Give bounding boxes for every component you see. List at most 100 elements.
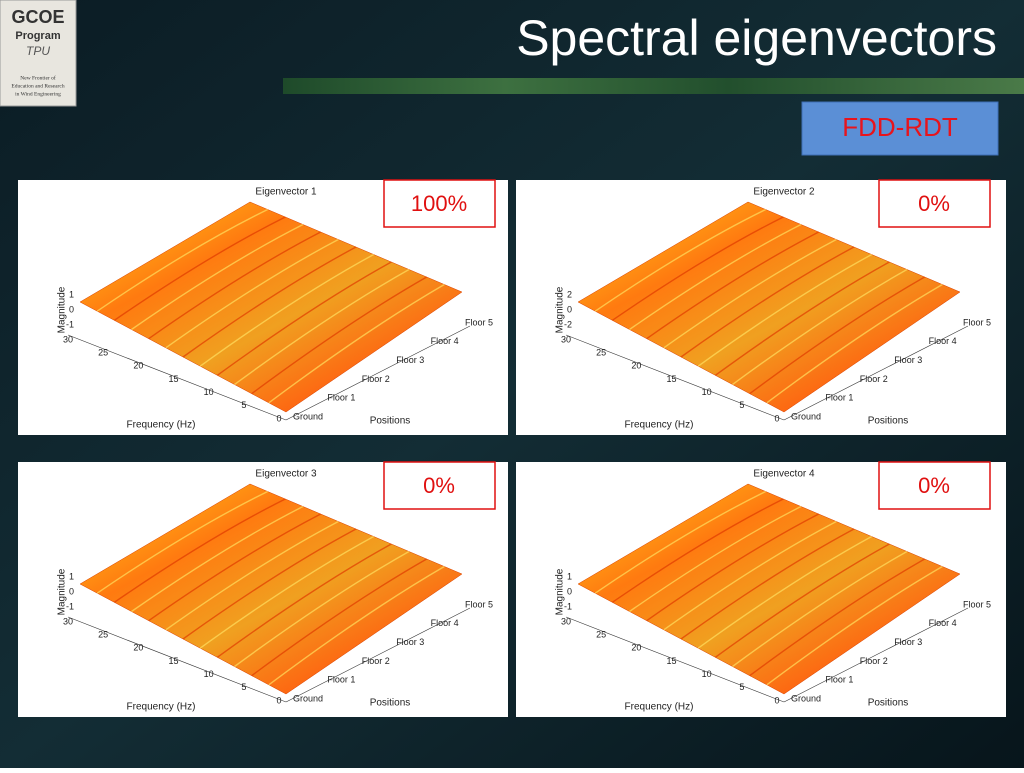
z-axis-label: Magnitude: [555, 286, 566, 333]
surface-ridge: [148, 231, 321, 340]
surface-ridge: [766, 283, 943, 404]
y-tick-label: Floor 4: [929, 336, 957, 346]
logo-program: Program: [15, 30, 60, 42]
y-tick-label: Floor 3: [396, 355, 424, 365]
plot-title: Eigenvector 4: [753, 469, 815, 480]
y-tick-label: Floor 5: [465, 317, 493, 327]
y-tick-label: Floor 2: [860, 374, 888, 384]
surface-ridge: [697, 535, 873, 649]
surface: [79, 201, 463, 413]
surface-ridge: [680, 528, 855, 640]
x-tick-label: 10: [702, 669, 712, 679]
x-tick-label: 0: [276, 413, 281, 423]
z-tick-label: 0: [69, 586, 74, 596]
axis-line: [565, 616, 785, 703]
axis-line: [285, 607, 471, 703]
x-tick-label: 5: [241, 400, 246, 410]
y-tick-label: Ground: [293, 693, 323, 703]
badge-box: [878, 179, 991, 228]
slide-title: Spectral eigenvectors: [516, 10, 997, 66]
x-tick-label: 30: [561, 334, 571, 344]
surface-ridge: [268, 283, 445, 404]
surface-ridge: [96, 208, 268, 312]
y-tick-label: Floor 1: [825, 675, 853, 685]
logo: [0, 0, 77, 107]
surface-ridge: [629, 505, 802, 613]
axis-line: [783, 325, 969, 421]
plot-title: Eigenvector 1: [255, 187, 317, 198]
plot-title: Eigenvector 3: [255, 469, 317, 480]
z-axis-label: Magnitude: [555, 568, 566, 615]
method-label: FDD-RDT: [842, 112, 958, 142]
y-tick-label: Floor 2: [860, 656, 888, 666]
surface-ridge: [749, 276, 926, 395]
plot-title: Eigenvector 2: [753, 187, 815, 198]
badge-label: 0%: [918, 473, 950, 498]
surface-ridge: [216, 543, 392, 658]
x-tick-label: 10: [204, 669, 214, 679]
surface-ridge: [165, 238, 339, 349]
y-tick-label: Floor 3: [396, 637, 424, 647]
surface-ridge: [148, 513, 321, 622]
badge-box: [878, 461, 991, 510]
z-tick-label: 0: [567, 304, 572, 314]
x-tick-label: 30: [63, 616, 73, 626]
surface-ridge: [749, 558, 926, 677]
y-tick-label: Floor 5: [963, 317, 991, 327]
x-tick-label: 15: [168, 374, 178, 384]
axis-line: [67, 616, 287, 703]
z-axis-label: Magnitude: [57, 286, 68, 333]
surface-ridge: [96, 490, 268, 594]
surface-ridge: [113, 216, 286, 321]
x-tick-label: 5: [739, 400, 744, 410]
logo-motto: in Wind Engineering: [15, 91, 61, 97]
surface-ridge: [646, 513, 819, 622]
surface-ridge: [182, 528, 357, 640]
x-tick-label: 20: [133, 361, 143, 371]
z-axis-label: Magnitude: [57, 568, 68, 615]
method-box: [801, 101, 999, 156]
x-tick-label: 10: [702, 387, 712, 397]
surface-ridge: [234, 268, 410, 386]
surface-ridge: [697, 253, 873, 367]
x-tick-label: 0: [774, 695, 779, 705]
header-bar: [283, 78, 1024, 94]
y-tick-label: Floor 1: [327, 675, 355, 685]
surface-ridge: [594, 490, 766, 594]
y-axis-label: Positions: [868, 416, 909, 427]
x-axis-label: Frequency (Hz): [127, 420, 196, 431]
logo-motto: Education and Research: [11, 83, 64, 89]
x-tick-label: 10: [204, 387, 214, 397]
surface-ridge: [199, 535, 375, 649]
z-tick-label: 1: [69, 571, 74, 581]
z-tick-label: 2: [567, 289, 572, 299]
logo-school: TPU: [26, 44, 50, 58]
surface-ridge: [714, 261, 890, 376]
axis-line: [565, 334, 785, 421]
y-tick-label: Floor 4: [431, 336, 459, 346]
z-tick-label: 0: [69, 304, 74, 314]
surface-ridge: [234, 550, 410, 668]
surface-ridge: [165, 520, 339, 631]
axis-line: [285, 325, 471, 421]
x-tick-label: 25: [98, 348, 108, 358]
surface: [577, 483, 961, 695]
y-tick-label: Floor 5: [963, 599, 991, 609]
surface-ridge: [251, 276, 428, 395]
y-tick-label: Floor 1: [825, 393, 853, 403]
badge-label: 0%: [918, 191, 950, 216]
badge-label: 0%: [423, 473, 455, 498]
x-axis-label: Frequency (Hz): [127, 702, 196, 713]
z-tick-label: -1: [564, 601, 572, 611]
x-tick-label: 15: [666, 374, 676, 384]
z-tick-label: 0: [567, 586, 572, 596]
y-tick-label: Ground: [293, 411, 323, 421]
y-tick-label: Floor 4: [929, 618, 957, 628]
x-tick-label: 30: [63, 334, 73, 344]
